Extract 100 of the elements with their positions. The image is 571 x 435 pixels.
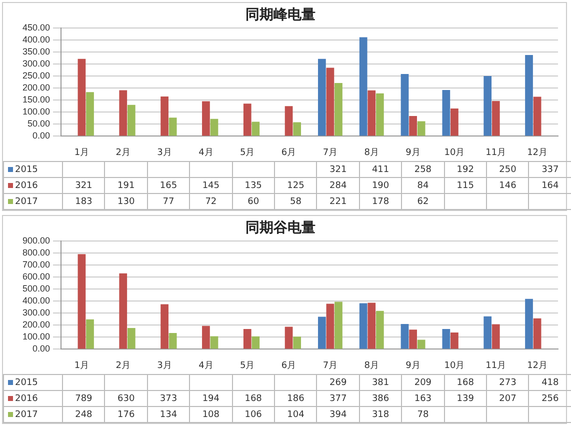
- x-tick-label: 5月: [240, 360, 255, 371]
- bar: [252, 336, 260, 349]
- bar: [409, 116, 417, 136]
- x-tick-label: 12月: [527, 148, 548, 158]
- y-tick-label: 900.00: [22, 235, 50, 246]
- x-tick-label: 9月: [406, 360, 420, 371]
- bar: [127, 328, 136, 349]
- data-label: 139: [444, 390, 487, 406]
- y-tick-label: 350.00: [22, 46, 50, 56]
- bar: [78, 254, 86, 349]
- data-label: 62: [402, 194, 444, 210]
- y-tick-label: 500.00: [22, 283, 50, 294]
- bar: [78, 58, 86, 136]
- data-label: 192: [444, 162, 487, 178]
- data-label: 190: [359, 178, 402, 194]
- bar: [210, 336, 218, 349]
- bar: [400, 324, 409, 349]
- data-label: 58: [274, 194, 317, 210]
- data-label: 60: [232, 194, 275, 210]
- y-tick-label: 50.00: [27, 118, 50, 129]
- x-tick-label: 2月: [116, 148, 130, 158]
- x-tick-label: 11月: [486, 360, 506, 371]
- bar: [409, 330, 417, 349]
- y-tick-label: 300.00: [22, 308, 50, 318]
- bar: [492, 324, 500, 349]
- data-label: 386: [359, 390, 402, 406]
- data-label: 256: [528, 390, 571, 406]
- bar: [368, 302, 376, 349]
- bar: [243, 328, 252, 349]
- bar: [160, 304, 168, 349]
- data-label: 125: [274, 178, 317, 194]
- data-label: 77: [147, 194, 190, 210]
- bar: [533, 96, 542, 136]
- data-label: 394: [316, 406, 360, 422]
- x-tick-label: 3月: [157, 360, 172, 371]
- data-label: 130: [104, 194, 148, 210]
- bar: [284, 106, 293, 136]
- bar: [492, 101, 500, 136]
- y-tick-label: 100.00: [22, 106, 50, 117]
- bar: [210, 118, 218, 136]
- data-label: 84: [402, 178, 444, 194]
- data-label: 321: [316, 162, 360, 178]
- bar: [86, 319, 94, 349]
- data-label: 273: [486, 374, 529, 390]
- bar: [326, 68, 334, 136]
- bar: [127, 104, 136, 136]
- y-tick-label: 100.00: [22, 332, 50, 342]
- bar: [442, 328, 450, 349]
- bar: [202, 326, 210, 349]
- bar: [376, 310, 384, 349]
- x-tick-label: 10月: [444, 360, 465, 371]
- bar: [417, 340, 426, 349]
- bar: [293, 336, 302, 349]
- y-tick-label: 0.00: [32, 344, 50, 354]
- legend-label: 2016: [4, 390, 62, 406]
- y-tick-label: 150.00: [22, 94, 50, 105]
- legend-label: 2017: [4, 194, 62, 210]
- bar: [86, 92, 94, 136]
- bar: [359, 37, 368, 136]
- data-label: 318: [359, 406, 402, 422]
- x-tick-label: 7月: [322, 148, 338, 158]
- y-tick-label: 700.00: [22, 259, 50, 270]
- data-label: 373: [147, 390, 190, 406]
- data-label: 337: [528, 162, 571, 178]
- data-label: 163: [402, 390, 444, 406]
- x-tick-label: 11月: [486, 148, 506, 158]
- bar: [359, 303, 368, 349]
- x-tick-label: 3月: [157, 148, 172, 158]
- bar: [450, 108, 458, 136]
- data-label: 258: [402, 162, 444, 178]
- bar: [293, 122, 302, 136]
- bar: [525, 55, 533, 136]
- bar: [243, 104, 252, 136]
- x-tick-label: 1月: [74, 148, 90, 158]
- data-label: 145: [190, 178, 232, 194]
- bar: [168, 333, 177, 349]
- x-tick-label: 8月: [364, 148, 379, 158]
- data-label: 176: [104, 406, 148, 422]
- data-label: 411: [359, 162, 402, 178]
- x-tick-label: 4月: [198, 148, 214, 158]
- data-label: 104: [274, 406, 317, 422]
- legend-label: 2017: [4, 406, 62, 422]
- data-label: 164: [528, 178, 571, 194]
- data-label: 146: [486, 178, 529, 194]
- y-tick-label: 200.00: [22, 320, 50, 330]
- data-label: 250: [486, 162, 529, 178]
- data-label: 209: [402, 374, 444, 390]
- bar: [376, 93, 384, 136]
- bar: [252, 122, 260, 136]
- data-label: 135: [232, 178, 275, 194]
- x-tick-label: 8月: [364, 360, 379, 371]
- x-tick-label: 2月: [116, 360, 130, 371]
- data-label: 191: [104, 178, 148, 194]
- bar: [284, 326, 293, 349]
- data-label: 221: [316, 194, 360, 210]
- data-label: 186: [274, 390, 317, 406]
- bar: [334, 82, 342, 136]
- data-label: 115: [444, 178, 487, 194]
- data-label: 168: [232, 390, 275, 406]
- data-label: 418: [528, 374, 571, 390]
